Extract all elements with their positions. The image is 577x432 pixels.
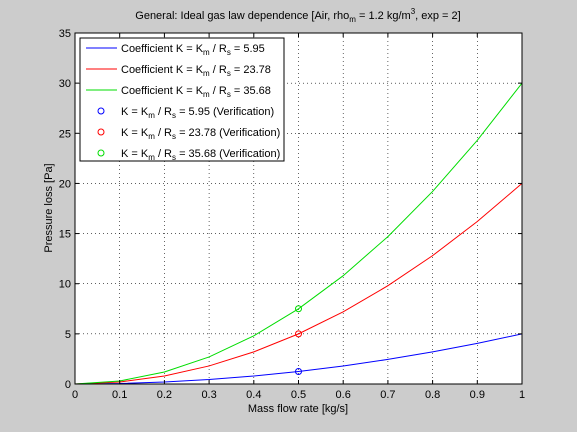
legend-entry: Coefficient K = Km / Rs = 35.68 bbox=[121, 85, 271, 99]
x-tick-label: 0.8 bbox=[425, 389, 440, 401]
x-tick-label: 0.3 bbox=[201, 389, 216, 401]
series-line-0 bbox=[74, 333, 523, 385]
x-tick-label: 0.4 bbox=[246, 389, 261, 401]
x-tick-label: 0.1 bbox=[112, 389, 127, 401]
y-tick-label: 25 bbox=[59, 128, 71, 140]
y-tick-label: 20 bbox=[59, 178, 71, 190]
series-line-1 bbox=[74, 183, 523, 385]
y-tick-label: 10 bbox=[59, 279, 71, 291]
legend-entry: Coefficient K = Km / Rs = 23.78 bbox=[121, 64, 271, 78]
x-tick-label: 0.9 bbox=[470, 389, 485, 401]
y-tick-label: 5 bbox=[65, 329, 71, 341]
y-tick-label: 35 bbox=[59, 28, 71, 40]
legend-swatch-marker bbox=[97, 107, 105, 115]
x-tick-label: 0.7 bbox=[380, 389, 395, 401]
verification-marker-3 bbox=[295, 367, 302, 375]
chart-title: General: Ideal gas law dependence [Air, … bbox=[135, 7, 460, 24]
verification-marker-5 bbox=[295, 305, 302, 313]
x-axis-label: Mass flow rate [kg/s] bbox=[248, 403, 348, 415]
x-tick-label: 0.6 bbox=[336, 389, 351, 401]
x-tick-label: 1 bbox=[519, 389, 525, 401]
x-tick-label: 0.5 bbox=[291, 389, 306, 401]
legend-box bbox=[79, 37, 285, 162]
series-line-2 bbox=[74, 82, 523, 385]
y-axis-label: Pressure loss [Pa] bbox=[43, 163, 55, 252]
y-tick-label: 15 bbox=[59, 229, 71, 241]
x-tick-label: 0 bbox=[72, 389, 78, 401]
legend-entry: Coefficient K = Km / Rs = 5.95 bbox=[121, 43, 265, 57]
legend-entry: K = Km / Rs = 5.95 (Verification) bbox=[121, 106, 274, 120]
legend-entry: K = Km / Rs = 35.68 (Verification) bbox=[121, 148, 280, 162]
legend-entry: K = Km / Rs = 23.78 (Verification) bbox=[121, 127, 280, 141]
verification-marker-4 bbox=[295, 330, 302, 338]
grid bbox=[75, 33, 522, 384]
legend: Coefficient K = Km / Rs = 5.95 Coefficien… bbox=[79, 37, 285, 162]
x-tick-label: 0.2 bbox=[157, 389, 172, 401]
legend-swatch-marker bbox=[97, 149, 105, 157]
y-tick-label: 0 bbox=[65, 379, 71, 391]
ticks: 0 0.1 0.2 0.3 0.4 0.5 0.6 0.7 0.8 0.9 105101520253… bbox=[59, 28, 525, 401]
y-tick-label: 30 bbox=[59, 78, 71, 90]
legend-swatch-marker bbox=[97, 128, 105, 136]
series-group bbox=[74, 82, 523, 385]
